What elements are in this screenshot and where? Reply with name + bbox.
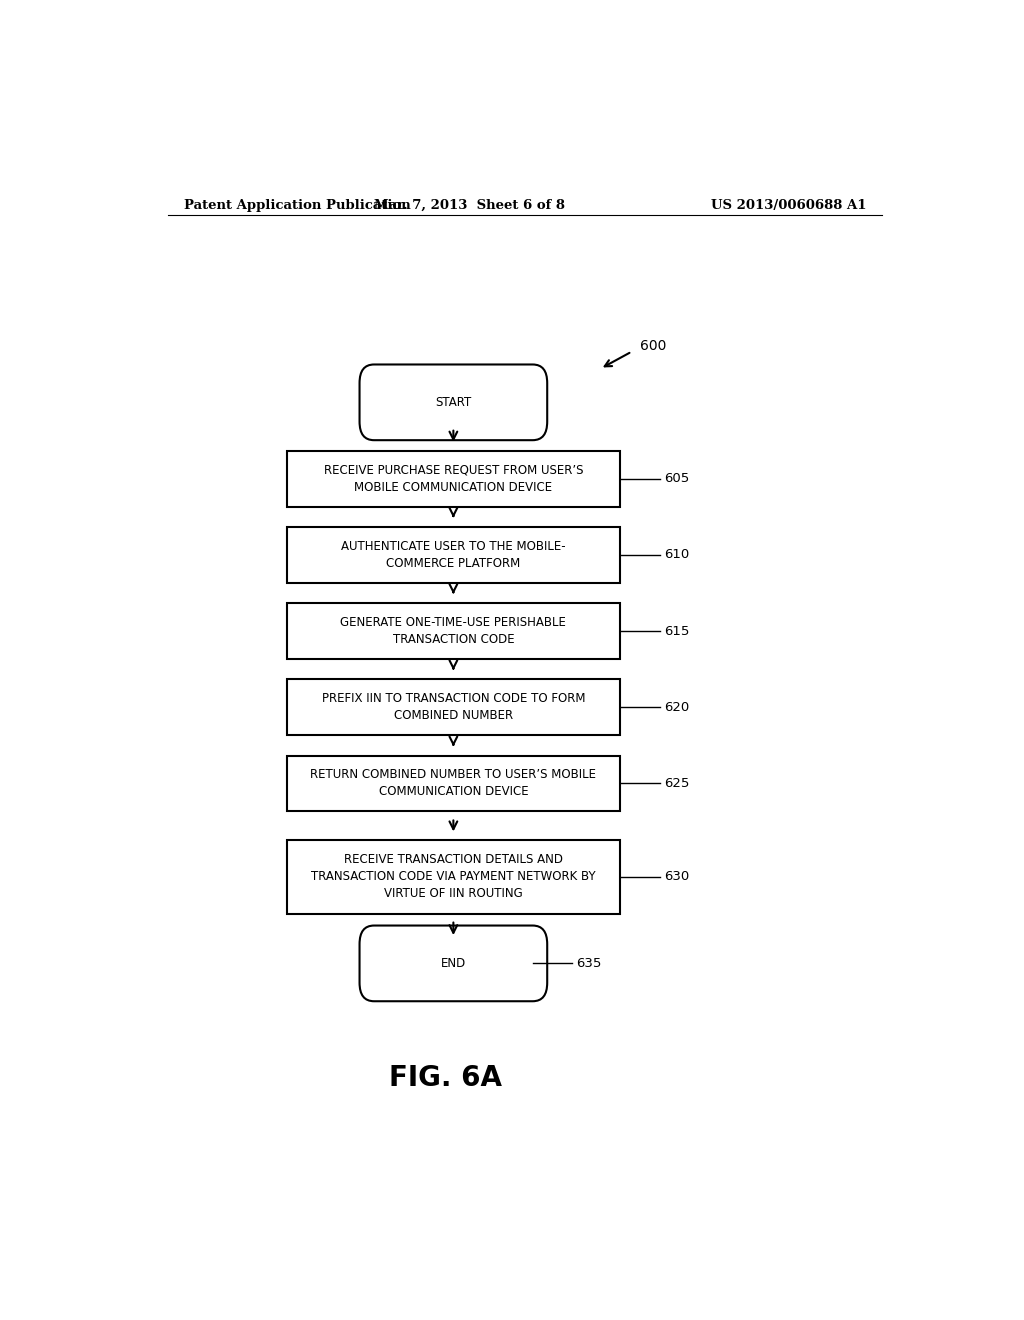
Text: START: START	[435, 396, 471, 409]
Text: RETURN COMBINED NUMBER TO USER’S MOBILE
COMMUNICATION DEVICE: RETURN COMBINED NUMBER TO USER’S MOBILE …	[310, 768, 596, 799]
Text: AUTHENTICATE USER TO THE MOBILE-
COMMERCE PLATFORM: AUTHENTICATE USER TO THE MOBILE- COMMERC…	[341, 540, 565, 570]
Text: Patent Application Publication: Patent Application Publication	[183, 198, 411, 211]
Text: END: END	[440, 957, 466, 970]
Text: 625: 625	[664, 777, 689, 789]
FancyBboxPatch shape	[359, 925, 547, 1002]
Bar	[287, 603, 621, 659]
Text: 615: 615	[664, 624, 689, 638]
Text: 620: 620	[664, 701, 689, 714]
Bar	[287, 527, 621, 582]
Bar	[287, 755, 621, 812]
Text: 600: 600	[640, 339, 667, 354]
Text: 605: 605	[664, 473, 689, 484]
Text: GENERATE ONE-TIME-USE PERISHABLE
TRANSACTION CODE: GENERATE ONE-TIME-USE PERISHABLE TRANSAC…	[340, 616, 566, 645]
Bar	[287, 680, 621, 735]
Text: FIG. 6A: FIG. 6A	[389, 1064, 502, 1092]
Text: RECEIVE TRANSACTION DETAILS AND
TRANSACTION CODE VIA PAYMENT NETWORK BY
VIRTUE O: RECEIVE TRANSACTION DETAILS AND TRANSACT…	[311, 854, 596, 900]
Text: PREFIX IIN TO TRANSACTION CODE TO FORM
COMBINED NUMBER: PREFIX IIN TO TRANSACTION CODE TO FORM C…	[322, 692, 585, 722]
FancyBboxPatch shape	[359, 364, 547, 440]
Text: 610: 610	[664, 548, 689, 561]
Bar	[287, 450, 621, 507]
Text: Mar. 7, 2013  Sheet 6 of 8: Mar. 7, 2013 Sheet 6 of 8	[374, 198, 565, 211]
Text: 630: 630	[664, 870, 689, 883]
Bar	[287, 841, 621, 913]
Text: US 2013/0060688 A1: US 2013/0060688 A1	[711, 198, 866, 211]
Text: RECEIVE PURCHASE REQUEST FROM USER’S
MOBILE COMMUNICATION DEVICE: RECEIVE PURCHASE REQUEST FROM USER’S MOB…	[324, 463, 583, 494]
Text: 635: 635	[577, 957, 602, 970]
